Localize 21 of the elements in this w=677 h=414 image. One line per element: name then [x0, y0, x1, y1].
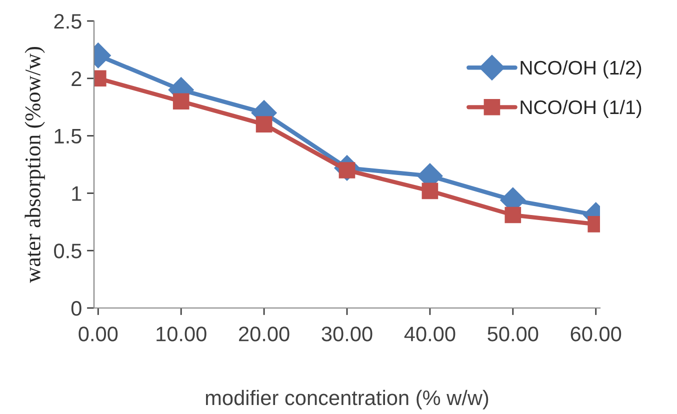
legend-label: NCO/OH (1/1)	[520, 100, 642, 118]
x-tick-label: 60.00	[570, 326, 622, 342]
x-tick-label: 30.00	[322, 326, 372, 342]
x-tick-label: 10.00	[156, 326, 206, 342]
point	[172, 93, 190, 110]
y-axis-title: water absorption (%ow/w)	[24, 46, 45, 283]
y-tick-label: 1	[72, 186, 82, 201]
legend-label: NCO/OH (1/2)	[520, 60, 642, 78]
y-tick-label: 1.5	[54, 129, 82, 144]
x-axis-title: modifier concentration (% w/w)	[206, 390, 488, 410]
y-tick-label: 2	[72, 71, 82, 86]
x-tick-label: 50.00	[488, 326, 538, 342]
x-tick-label: 20.00	[239, 326, 290, 342]
x-tick-label: 0.00	[78, 326, 118, 342]
x-tick-label: 40.00	[404, 326, 456, 342]
point	[256, 116, 272, 132]
y-tick-label: 0	[71, 301, 82, 316]
point	[422, 182, 438, 200]
y-tick-label: 0.5	[54, 244, 82, 258]
point	[504, 206, 522, 224]
y-tick-label: 2.5	[54, 14, 82, 29]
